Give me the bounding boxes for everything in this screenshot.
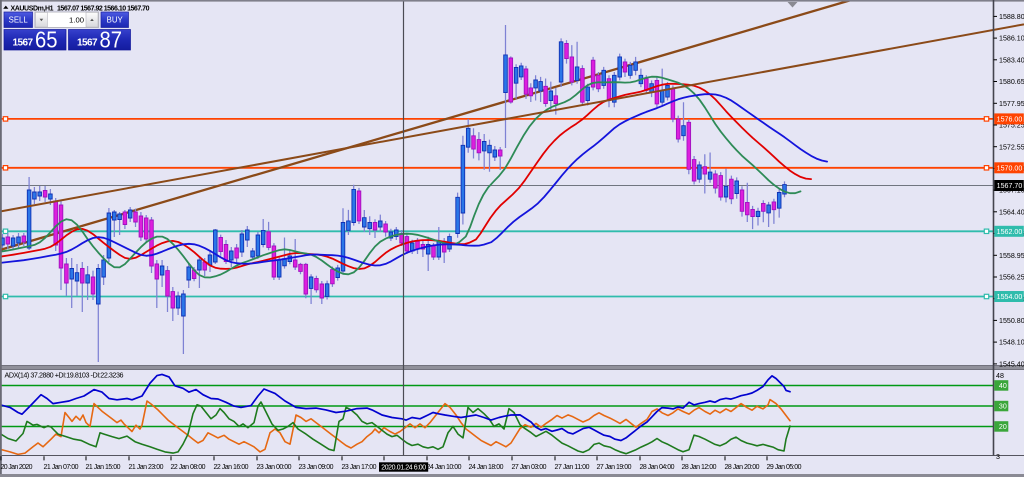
svg-text:1564.40: 1564.40: [999, 208, 1024, 216]
svg-text:2020.01.24 6:00: 2020.01.24 6:00: [381, 464, 426, 471]
svg-text:29 Jan 05:00: 29 Jan 05:00: [767, 464, 802, 471]
svg-text:20 Jan 2020: 20 Jan 2020: [1, 464, 33, 471]
svg-text:21 Jan 07:00: 21 Jan 07:00: [44, 464, 79, 471]
svg-text:27 Jan 03:00: 27 Jan 03:00: [512, 464, 547, 471]
svg-text:1545.40: 1545.40: [999, 361, 1024, 369]
svg-text:28 Jan 20:00: 28 Jan 20:00: [725, 464, 760, 471]
svg-text:21 Jan 15:00: 21 Jan 15:00: [86, 464, 121, 471]
svg-text:1567: 1567: [13, 38, 34, 49]
svg-text:22 Jan 08:00: 22 Jan 08:00: [171, 464, 206, 471]
svg-text:1588.80: 1588.80: [999, 13, 1024, 21]
svg-text:1558.95: 1558.95: [999, 252, 1024, 260]
svg-text:1575.25: 1575.25: [999, 122, 1024, 130]
svg-text:1554.00: 1554.00: [997, 293, 1023, 301]
svg-text:23 Jan 17:00: 23 Jan 17:00: [342, 464, 377, 471]
svg-text:1577.95: 1577.95: [999, 100, 1024, 108]
svg-text:23 Jan 09:00: 23 Jan 09:00: [299, 464, 334, 471]
svg-text:40: 40: [999, 382, 1007, 390]
svg-text:27 Jan 11:00: 27 Jan 11:00: [555, 464, 590, 471]
svg-text:65: 65: [35, 27, 58, 53]
svg-text:48: 48: [996, 372, 1004, 380]
svg-text:28 Jan 04:00: 28 Jan 04:00: [640, 464, 675, 471]
svg-text:27 Jan 19:00: 27 Jan 19:00: [597, 464, 632, 471]
svg-text:ADX(14) 37.2880 +DI:19.8103 -D: ADX(14) 37.2880 +DI:19.8103 -DI:22.3236: [5, 370, 124, 379]
svg-text:1567.07 1567.92 1566.10 1567.7: 1567.07 1567.92 1566.10 1567.70: [57, 5, 150, 12]
svg-text:21 Jan 23:00: 21 Jan 23:00: [129, 464, 164, 471]
svg-text:1567: 1567: [77, 38, 98, 49]
svg-text:BUY: BUY: [107, 16, 124, 25]
svg-text:87: 87: [100, 27, 123, 53]
svg-text:1548.10: 1548.10: [999, 339, 1024, 347]
svg-text:1570.00: 1570.00: [997, 164, 1023, 172]
svg-text:1.00: 1.00: [69, 16, 84, 25]
svg-text:1586.10: 1586.10: [999, 35, 1024, 43]
svg-text:1556.25: 1556.25: [999, 274, 1024, 282]
svg-text:20: 20: [999, 423, 1007, 431]
svg-text:23 Jan 00:00: 23 Jan 00:00: [257, 464, 292, 471]
svg-text:22 Jan 16:00: 22 Jan 16:00: [214, 464, 249, 471]
svg-text:1562.00: 1562.00: [997, 228, 1023, 236]
svg-text:1567.70: 1567.70: [997, 182, 1023, 190]
svg-text:24 Jan 10:00: 24 Jan 10:00: [427, 464, 462, 471]
svg-text:1583.40: 1583.40: [999, 56, 1024, 64]
svg-text:XAUUSDm,H1: XAUUSDm,H1: [11, 5, 54, 12]
svg-text:1550.80: 1550.80: [999, 317, 1024, 325]
svg-text:3: 3: [996, 453, 1000, 461]
svg-text:1576.00: 1576.00: [997, 116, 1023, 124]
svg-text:SELL: SELL: [9, 16, 29, 25]
svg-text:28 Jan 12:00: 28 Jan 12:00: [682, 464, 717, 471]
svg-text:24 Jan 18:00: 24 Jan 18:00: [469, 464, 504, 471]
svg-text:30: 30: [999, 403, 1007, 411]
svg-text:1572.55: 1572.55: [999, 143, 1024, 151]
svg-text:1580.65: 1580.65: [999, 78, 1024, 86]
